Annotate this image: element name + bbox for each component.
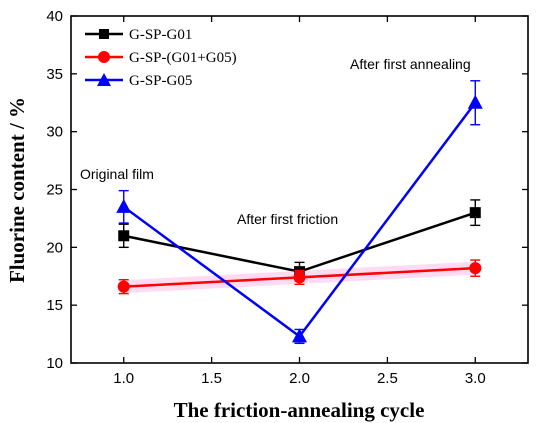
y-tick-label-6: 40 [46,8,63,25]
series-0-point-2 [469,207,481,219]
legend: G-SP-G01 G-SP-(G01+G05) G-SP-G05 [85,27,237,89]
y-tick-label-2: 20 [46,239,63,256]
series-1-point-1 [293,271,306,284]
annotation-after-first-annealing: After first annealing [350,56,471,72]
legend-marker-1 [98,51,110,63]
series-2-point-2 [467,94,483,109]
y-tick-label-0: 10 [46,355,63,372]
series-1 [117,259,482,295]
x-tick-label-3: 2.5 [377,370,398,387]
x-tick-label-4: 3.0 [465,370,486,387]
x-axis-title: The friction-annealing cycle [174,398,425,422]
annotation-after-first-friction: After first friction [237,211,338,227]
series-2-point-0 [116,198,132,213]
legend-label-0: G-SP-G01 [129,27,192,43]
series-2 [116,80,483,345]
legend-marker-2 [97,73,111,86]
legend-label-2: G-SP-G05 [129,73,192,89]
y-axis: 10 15 20 25 30 35 40 [46,8,528,372]
y-tick-label-5: 35 [46,66,63,83]
y-axis-title: Fluorine content / % [5,97,29,283]
y-tick-label-3: 25 [46,182,63,199]
x-axis: 1.0 1.5 2.0 2.5 3.0 [113,16,486,387]
x-tick-label-1: 1.5 [201,370,222,387]
annotation-original-film: Original film [80,166,154,182]
x-tick-label-2: 2.0 [289,370,310,387]
series-1-point-0 [117,280,130,293]
y-tick-label-4: 30 [46,124,63,141]
series-layer [116,80,483,345]
y-tick-label-1: 15 [46,297,63,314]
x-tick-label-0: 1.0 [113,370,134,387]
series-1-point-2 [469,262,482,275]
series-2-point-1 [292,328,307,343]
series-0-point-0 [118,230,130,242]
legend-marker-0 [99,29,109,39]
legend-label-1: G-SP-(G01+G05) [129,50,237,66]
